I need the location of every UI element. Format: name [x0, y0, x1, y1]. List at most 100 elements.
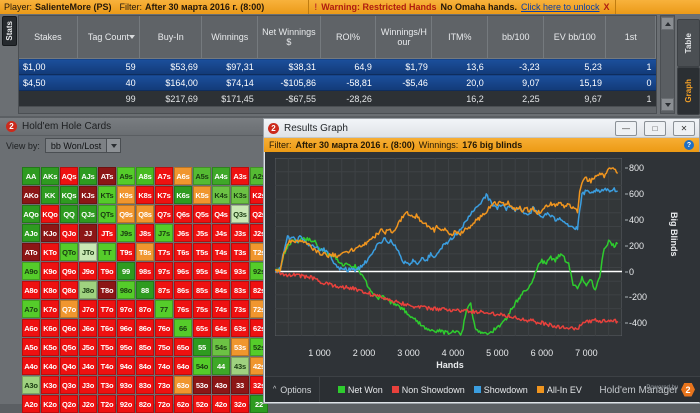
hole-card-cell[interactable]: 86o [136, 319, 154, 337]
legend-item[interactable]: Non Showdown [391, 385, 465, 395]
scroll-down-button[interactable] [661, 98, 674, 111]
hole-card-cell[interactable]: K7s [155, 186, 173, 204]
hole-card-cell[interactable]: Q5o [60, 338, 78, 356]
hole-card-cell[interactable]: Q8o [60, 281, 78, 299]
hole-card-cell[interactable]: 73o [155, 376, 173, 394]
legend-item[interactable]: All-In EV [536, 385, 582, 395]
hole-card-cell[interactable]: J7o [79, 300, 97, 318]
hole-card-cell[interactable]: 87s [155, 281, 173, 299]
hole-card-cell[interactable]: 54o [193, 357, 211, 375]
hole-card-cell[interactable]: Q9s [117, 205, 135, 223]
hole-card-cell[interactable]: 75o [155, 338, 173, 356]
unlock-link[interactable]: Click here to unlock [520, 2, 600, 12]
hole-card-cell[interactable]: J8o [79, 281, 97, 299]
hole-card-cell[interactable]: K6o [41, 319, 59, 337]
hole-card-cell[interactable]: Q4s [212, 205, 230, 223]
hole-card-cell[interactable]: AJo [22, 224, 40, 242]
hole-card-cell[interactable]: 44 [212, 357, 230, 375]
hole-card-cell[interactable]: A7s [155, 167, 173, 185]
options-button[interactable]: ^ Options [265, 377, 321, 402]
hole-card-cell[interactable]: KQo [41, 205, 59, 223]
hole-card-cell[interactable]: 94o [117, 357, 135, 375]
hole-card-cell[interactable]: 74s [212, 300, 230, 318]
hole-card-cell[interactable]: K8o [41, 281, 59, 299]
col-header-stakes[interactable]: Stakes [19, 16, 78, 59]
hole-card-cell[interactable]: 93s [231, 262, 249, 280]
hole-card-cell[interactable]: 76s [174, 300, 192, 318]
hole-card-cell[interactable]: KJo [41, 224, 59, 242]
hole-card-cell[interactable]: K5o [41, 338, 59, 356]
hole-card-cell[interactable]: QTo [60, 243, 78, 261]
hole-card-cell[interactable]: K7o [41, 300, 59, 318]
hole-card-cell[interactable]: T2o [98, 395, 116, 413]
hole-card-cell[interactable]: TT [98, 243, 116, 261]
hole-card-cell[interactable]: 32o [231, 395, 249, 413]
hole-card-cell[interactable]: 74o [155, 357, 173, 375]
hole-card-cell[interactable]: J2o [79, 395, 97, 413]
hole-card-cell[interactable]: 73s [231, 300, 249, 318]
table-row[interactable]: 99 $217,69 $171,45 -$67,55 -28,26 16,2 2,25 9,6… [19, 90, 656, 107]
help-icon[interactable]: ? [684, 140, 694, 150]
hole-card-cell[interactable]: K9o [41, 262, 59, 280]
hole-card-cell[interactable]: 65s [193, 319, 211, 337]
hole-card-cell[interactable]: 98s [136, 262, 154, 280]
hole-card-cell[interactable]: 97s [155, 262, 173, 280]
hole-card-cell[interactable]: Q3s [231, 205, 249, 223]
hole-card-cell[interactable]: Q6o [60, 319, 78, 337]
hole-card-cell[interactable]: 93o [117, 376, 135, 394]
hole-card-cell[interactable]: T9s [117, 243, 135, 261]
hole-card-cell[interactable]: J6o [79, 319, 97, 337]
hole-card-cell[interactable]: KTo [41, 243, 59, 261]
hole-card-cell[interactable]: J9o [79, 262, 97, 280]
hole-card-cell[interactable]: 92o [117, 395, 135, 413]
hole-card-cell[interactable]: A6o [22, 319, 40, 337]
tab-stats[interactable]: Stats [2, 16, 17, 46]
hole-card-cell[interactable]: A8s [136, 167, 154, 185]
hole-card-cell[interactable]: QQ [60, 205, 78, 223]
hole-card-cell[interactable]: AKo [22, 186, 40, 204]
hole-card-cell[interactable]: J9s [117, 224, 135, 242]
chevron-down-icon[interactable] [106, 139, 121, 152]
hole-card-cell[interactable]: AKs [41, 167, 59, 185]
hole-card-cell[interactable]: J6s [174, 224, 192, 242]
hole-card-cell[interactable]: J4o [79, 357, 97, 375]
hole-card-cell[interactable]: K9s [117, 186, 135, 204]
hole-card-cell[interactable]: T4s [212, 243, 230, 261]
hole-card-cell[interactable]: Q3o [60, 376, 78, 394]
col-header-buy-in[interactable]: Buy-In [139, 16, 203, 59]
hole-card-cell[interactable]: 82o [136, 395, 154, 413]
hole-card-cell[interactable]: 96o [117, 319, 135, 337]
hole-card-cell[interactable]: A3s [231, 167, 249, 185]
hole-card-cell[interactable]: 62o [174, 395, 192, 413]
hole-card-cell[interactable]: 84s [212, 281, 230, 299]
close-warning-icon[interactable]: X [603, 2, 610, 12]
hole-card-cell[interactable]: T4o [98, 357, 116, 375]
hole-card-cell[interactable]: 52o [193, 395, 211, 413]
hole-card-cell[interactable]: 96s [174, 262, 192, 280]
hole-card-cell[interactable]: T3o [98, 376, 116, 394]
hole-card-cell[interactable]: K3s [231, 186, 249, 204]
hole-card-cell[interactable]: JTs [98, 224, 116, 242]
col-header-winnings[interactable]: Winnings [201, 16, 259, 59]
hole-card-cell[interactable]: Q6s [174, 205, 192, 223]
hole-card-cell[interactable]: Q5s [193, 205, 211, 223]
hole-card-cell[interactable]: 72o [155, 395, 173, 413]
hole-card-cell[interactable]: QTs [98, 205, 116, 223]
legend-item[interactable]: Showdown [473, 385, 528, 395]
hole-card-cell[interactable]: K8s [136, 186, 154, 204]
hole-card-cell[interactable]: T6s [174, 243, 192, 261]
hole-card-cell[interactable]: 43o [212, 376, 230, 394]
hole-card-cell[interactable]: AJs [79, 167, 97, 185]
hole-card-cell[interactable]: 94s [212, 262, 230, 280]
hole-card-cell[interactable]: A3o [22, 376, 40, 394]
hole-card-cell[interactable]: AA [22, 167, 40, 185]
hole-card-cell[interactable]: A5s [193, 167, 211, 185]
hole-card-cell[interactable]: Q8s [136, 205, 154, 223]
hole-card-cell[interactable]: 77 [155, 300, 173, 318]
hole-card-cell[interactable]: K2o [41, 395, 59, 413]
hole-card-cell[interactable]: A7o [22, 300, 40, 318]
col-header-roi[interactable]: ROI% [320, 16, 377, 59]
col-header-itm[interactable]: ITM% [431, 16, 489, 59]
legend-item[interactable]: Net Won [337, 385, 383, 395]
table-row[interactable]: $4,50 40 $164,00 $74,14 -$105,86 -58,81 -$5,46… [19, 74, 656, 91]
